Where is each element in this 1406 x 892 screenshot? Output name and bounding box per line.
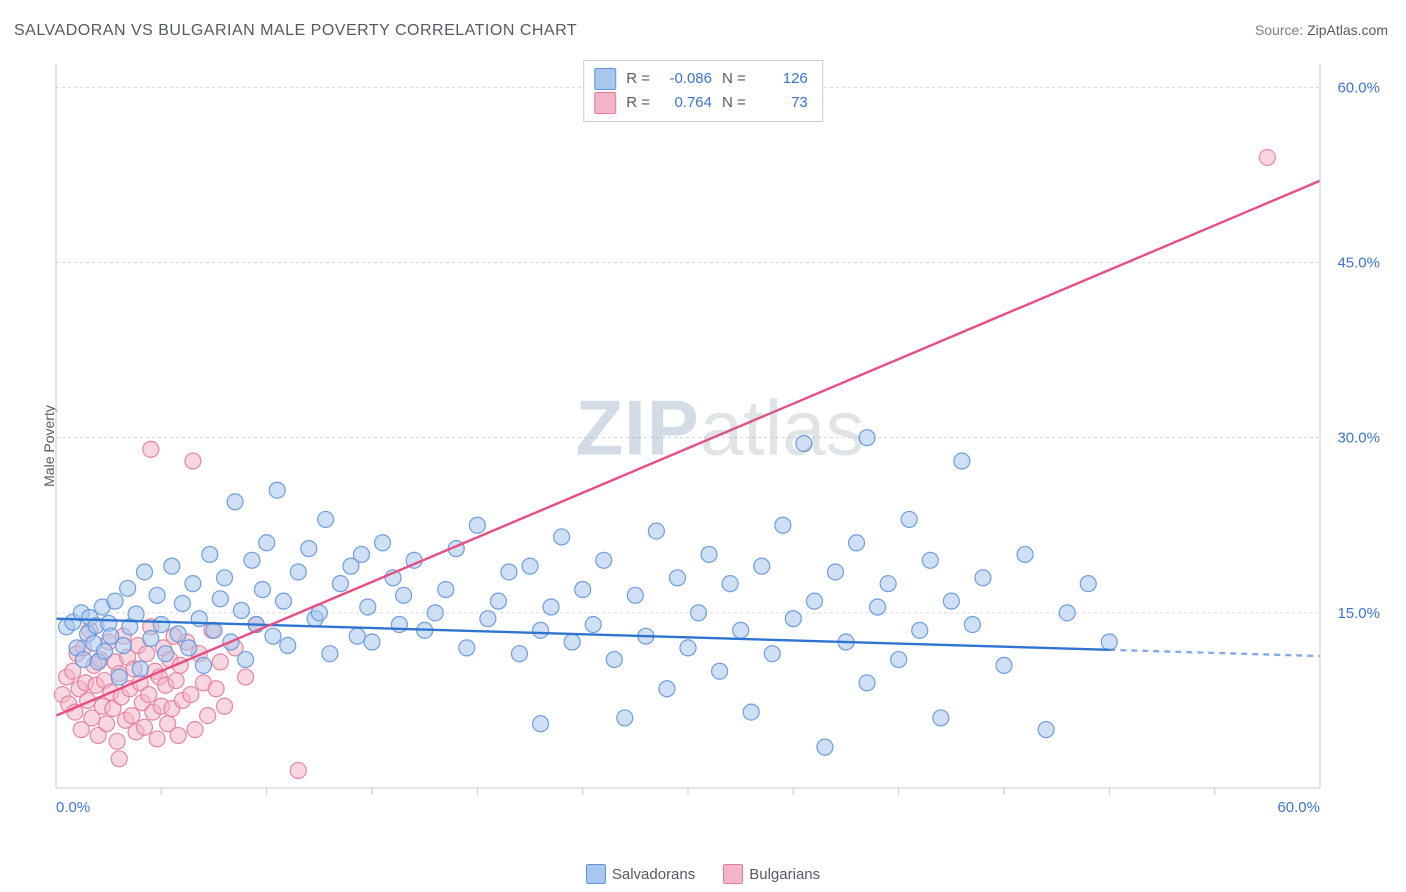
legend-swatch-salvadorans (586, 864, 606, 884)
source-value: ZipAtlas.com (1307, 22, 1388, 38)
legend-item-salvadorans: Salvadorans (586, 864, 695, 884)
legend-label-salvadorans: Salvadorans (612, 866, 695, 883)
stats-swatch-0 (594, 68, 616, 90)
chart-source: Source: ZipAtlas.com (1255, 22, 1388, 38)
legend-swatch-bulgarians (723, 864, 743, 884)
scatter-layer (54, 149, 1275, 778)
stats-row-0: R = -0.086 N = 126 (594, 67, 808, 91)
source-label: Source: (1255, 22, 1303, 38)
plot-svg: 15.0% 30.0% 45.0% 60.0% 0.0% 60.0% (50, 58, 1390, 828)
n-value-1: 73 (756, 91, 808, 115)
grid-layer (56, 87, 1320, 612)
svg-text:30.0%: 30.0% (1337, 430, 1380, 447)
n-value-0: 126 (756, 67, 808, 91)
stats-swatch-1 (594, 92, 616, 114)
stats-box: R = -0.086 N = 126 R = 0.764 N = 73 (583, 60, 823, 122)
n-label-0: N = (722, 67, 746, 91)
stats-row-1: R = 0.764 N = 73 (594, 91, 808, 115)
chart-container: SALVADORAN VS BULGARIAN MALE POVERTY COR… (0, 0, 1406, 892)
n-label-1: N = (722, 91, 746, 115)
plot-area: 15.0%30.0%45.0%60.0%0.0%60.0% ZIPatlas (50, 58, 1390, 828)
legend-label-bulgarians: Bulgarians (749, 866, 820, 883)
r-label-0: R = (626, 67, 650, 91)
r-label-1: R = (626, 91, 650, 115)
chart-title: SALVADORAN VS BULGARIAN MALE POVERTY COR… (14, 22, 577, 40)
svg-text:60.0%: 60.0% (1277, 799, 1320, 816)
r-value-1: 0.764 (660, 91, 712, 115)
r-value-0: -0.086 (660, 67, 712, 91)
svg-text:60.0%: 60.0% (1337, 79, 1380, 96)
trend-lines (56, 181, 1320, 716)
axis-layer: 15.0% 30.0% 45.0% 60.0% 0.0% 60.0% (56, 64, 1380, 816)
legend-item-bulgarians: Bulgarians (723, 864, 820, 884)
svg-text:15.0%: 15.0% (1337, 605, 1380, 622)
svg-text:45.0%: 45.0% (1337, 255, 1380, 272)
legend: Salvadorans Bulgarians (0, 864, 1406, 884)
svg-text:0.0%: 0.0% (56, 799, 90, 816)
